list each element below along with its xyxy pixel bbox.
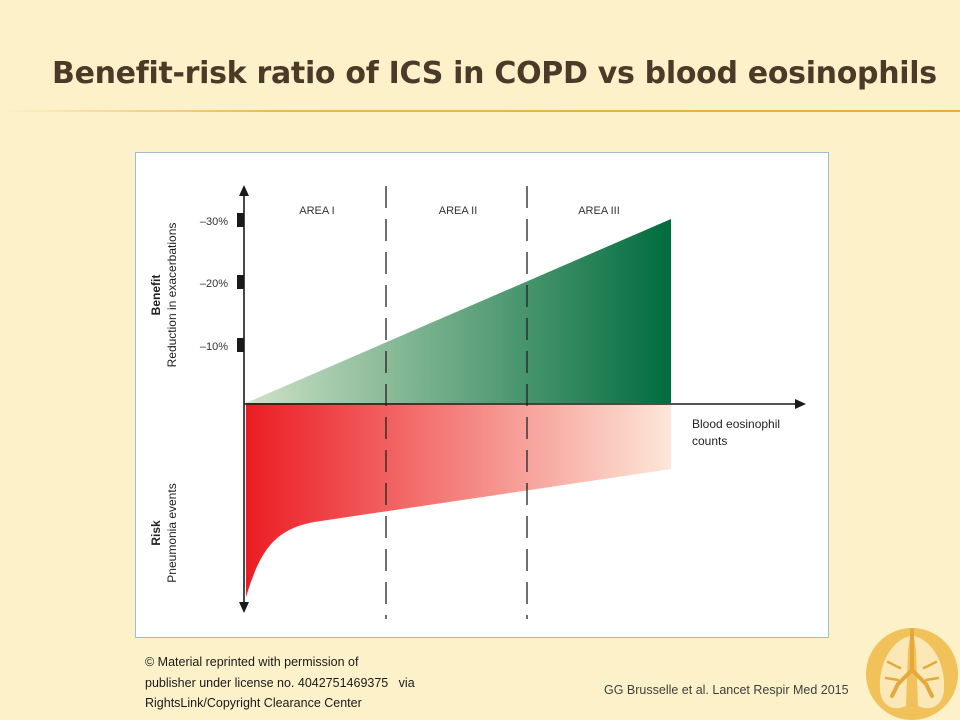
x-axis-label-line2: counts [692, 434, 727, 448]
area-label-3: AREA III [578, 205, 620, 217]
area-label-2: AREA II [439, 205, 478, 217]
tick-mark-30 [237, 213, 244, 227]
tick-mark-10 [237, 338, 244, 352]
risk-axis-title: Risk [149, 520, 163, 546]
citation: GG Brusselle et al. Lancet Respir Med 20… [604, 683, 849, 697]
copyright-notice: © Material reprinted with permission of … [145, 652, 445, 714]
figure-panel: –30% –20% –10% AREA I AREA II AREA III B… [135, 152, 829, 638]
credit-line-2: publisher under license no. 404275146937… [145, 675, 415, 690]
benefit-axis-title: Benefit [149, 275, 163, 316]
title-divider [0, 110, 960, 112]
tick-label-10: –10% [200, 341, 228, 353]
tick-label-20: –20% [200, 278, 228, 290]
benefit-risk-diagram: –30% –20% –10% AREA I AREA II AREA III B… [149, 185, 806, 619]
credit-line-1: © Material reprinted with permission of [145, 655, 359, 669]
y-axis-arrow-up [239, 185, 249, 196]
lung-logo-icon [866, 628, 958, 720]
y-axis-arrow-down [239, 602, 249, 613]
x-axis-label-line1: Blood eosinophil [692, 417, 780, 431]
slide-title: Benefit-risk ratio of ICS in COPD vs blo… [52, 56, 937, 91]
tick-mark-20 [237, 275, 244, 289]
tick-label-30: –30% [200, 216, 228, 228]
risk-area [246, 403, 671, 597]
risk-axis-subtitle: Pneumonia events [165, 483, 179, 582]
benefit-area [246, 219, 671, 403]
x-axis-arrow [795, 399, 806, 409]
benefit-axis-subtitle: Reduction in exacerbations [165, 223, 179, 368]
area-label-1: AREA I [299, 205, 334, 217]
credit-line-3: RightsLink/Copyright Clearance Center [145, 696, 362, 710]
